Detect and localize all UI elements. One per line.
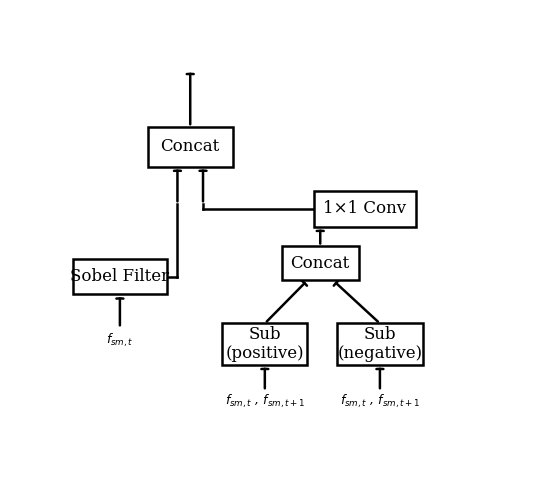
Text: Sobel Filter: Sobel Filter (70, 268, 169, 285)
FancyBboxPatch shape (73, 259, 167, 294)
Text: Sub
(positive): Sub (positive) (226, 326, 304, 363)
Text: Sub
(negative): Sub (negative) (337, 326, 422, 363)
FancyBboxPatch shape (314, 191, 416, 227)
Text: $f_{sm,t}$ , $f_{sm,t+1}$: $f_{sm,t}$ , $f_{sm,t+1}$ (340, 393, 420, 410)
Text: Concat: Concat (290, 255, 350, 272)
Text: $f_{sm,t}$: $f_{sm,t}$ (106, 332, 134, 349)
FancyBboxPatch shape (337, 324, 422, 365)
Text: $f_{sm,t}$ , $f_{sm,t+1}$: $f_{sm,t}$ , $f_{sm,t+1}$ (224, 393, 305, 410)
FancyBboxPatch shape (282, 246, 359, 280)
Text: 1×1 Conv: 1×1 Conv (323, 201, 406, 217)
FancyBboxPatch shape (222, 324, 307, 365)
Text: Concat: Concat (161, 139, 220, 155)
FancyBboxPatch shape (147, 127, 233, 166)
